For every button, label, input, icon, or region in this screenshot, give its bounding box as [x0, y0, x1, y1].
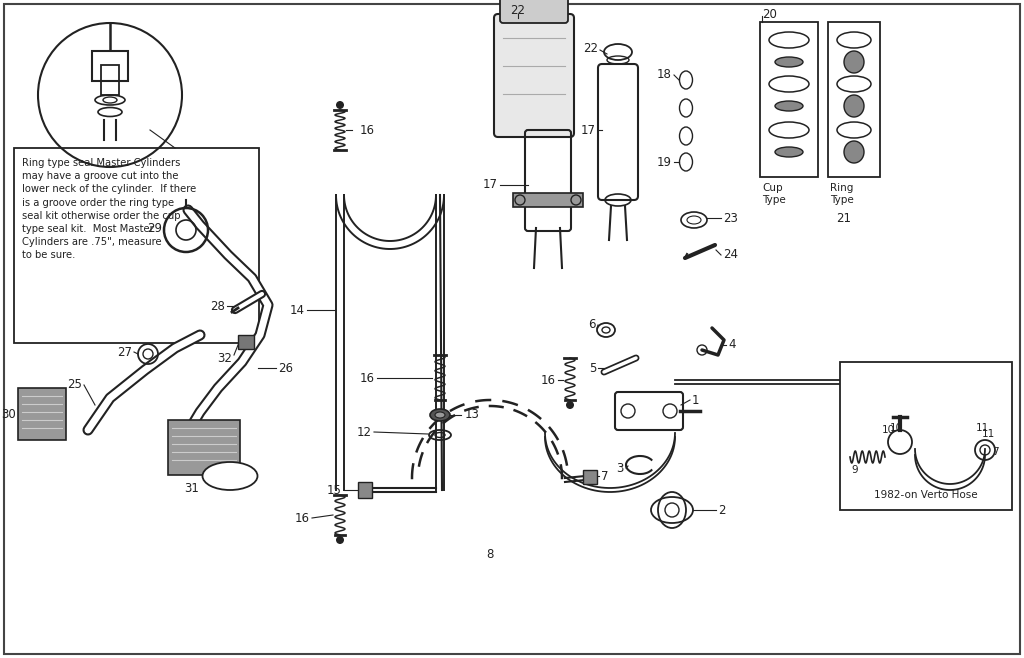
Bar — [840, 362, 1012, 510]
Text: 22: 22 — [511, 3, 525, 16]
Text: 14: 14 — [290, 303, 305, 316]
Text: 11: 11 — [981, 429, 994, 439]
Text: 1982-on Verto Hose: 1982-on Verto Hose — [874, 490, 978, 500]
Bar — [101, 65, 119, 95]
Text: 20: 20 — [762, 7, 777, 20]
Text: 22: 22 — [583, 41, 598, 55]
Text: 32: 32 — [217, 351, 232, 365]
Text: 12: 12 — [357, 426, 372, 438]
FancyBboxPatch shape — [500, 0, 568, 23]
Text: 1: 1 — [692, 393, 699, 407]
Ellipse shape — [435, 412, 445, 418]
Text: 16: 16 — [360, 372, 375, 384]
Text: 26: 26 — [278, 361, 293, 374]
Ellipse shape — [775, 147, 803, 157]
Bar — [18, 388, 66, 440]
Circle shape — [336, 101, 344, 109]
Text: 3: 3 — [616, 461, 624, 474]
Text: 17: 17 — [483, 178, 498, 191]
Text: 21: 21 — [836, 211, 851, 224]
Text: 15: 15 — [327, 484, 342, 497]
Text: Cup
Type: Cup Type — [762, 183, 785, 205]
Text: 19: 19 — [657, 155, 672, 168]
Text: 13: 13 — [465, 409, 480, 422]
Ellipse shape — [844, 95, 864, 117]
Text: 6: 6 — [589, 318, 596, 332]
Text: 25: 25 — [68, 378, 82, 392]
Text: 18: 18 — [657, 68, 672, 82]
Text: 17: 17 — [581, 124, 596, 136]
Text: 8: 8 — [486, 549, 494, 561]
Bar — [168, 420, 240, 475]
Text: 11: 11 — [976, 423, 988, 433]
Text: 16: 16 — [360, 124, 375, 136]
Text: 28: 28 — [210, 299, 225, 313]
Text: Ring
Type: Ring Type — [830, 183, 854, 205]
Bar — [358, 482, 372, 498]
Text: 7: 7 — [992, 447, 998, 457]
Bar — [760, 22, 818, 177]
Ellipse shape — [844, 141, 864, 163]
Text: 29: 29 — [147, 222, 162, 234]
Text: 9: 9 — [852, 465, 858, 475]
Circle shape — [566, 401, 574, 409]
Ellipse shape — [775, 57, 803, 67]
Text: 24: 24 — [723, 249, 738, 261]
Text: 16: 16 — [295, 511, 310, 524]
Ellipse shape — [844, 51, 864, 73]
Bar — [828, 22, 880, 177]
Text: Ring type seal Master Cylinders
may have a groove cut into the
lower neck of the: Ring type seal Master Cylinders may have… — [22, 158, 197, 261]
FancyBboxPatch shape — [494, 14, 574, 137]
Circle shape — [336, 536, 344, 544]
Text: 5: 5 — [589, 361, 596, 374]
Ellipse shape — [203, 462, 257, 490]
Bar — [513, 193, 583, 207]
Ellipse shape — [430, 409, 450, 421]
Text: 23: 23 — [723, 211, 738, 224]
Text: 10: 10 — [882, 425, 895, 435]
Text: 10: 10 — [890, 423, 902, 433]
Bar — [583, 470, 597, 484]
Bar — [238, 335, 254, 349]
Text: 2: 2 — [718, 503, 725, 517]
Text: 4: 4 — [728, 338, 735, 351]
Ellipse shape — [775, 101, 803, 111]
Text: 16: 16 — [541, 374, 556, 386]
Text: 7: 7 — [601, 470, 608, 482]
Bar — [14, 148, 259, 343]
Text: 30: 30 — [1, 409, 16, 422]
Text: 31: 31 — [184, 482, 200, 495]
Text: 27: 27 — [117, 345, 132, 359]
